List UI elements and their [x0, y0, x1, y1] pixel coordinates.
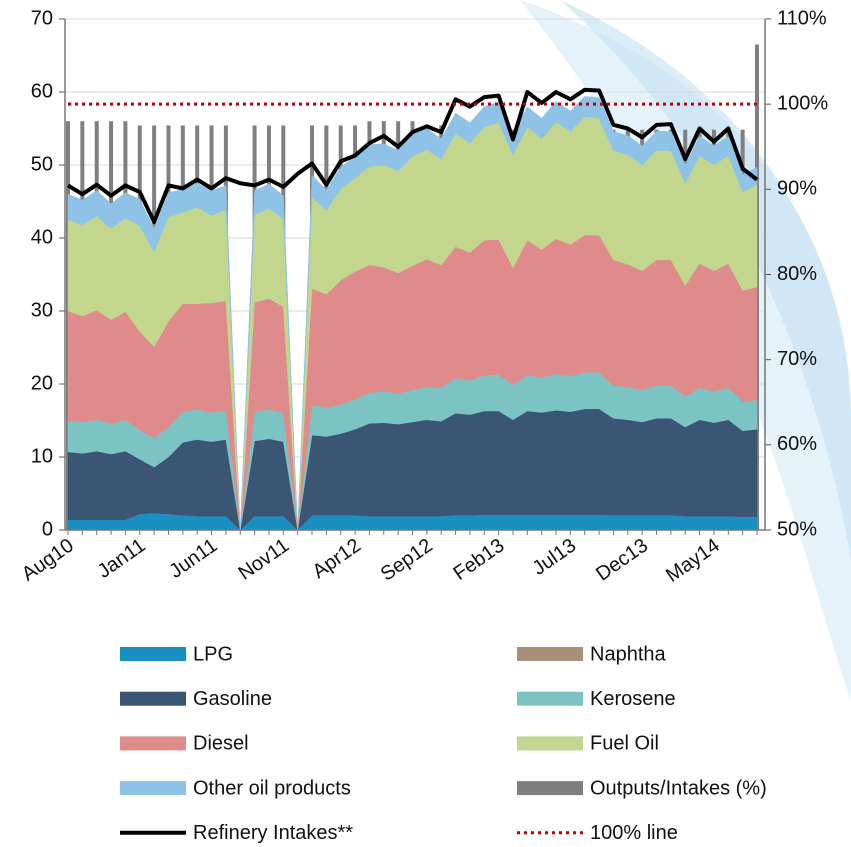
legend-label: Kerosene — [590, 688, 676, 710]
legend-swatch — [120, 692, 186, 706]
y2-tick-label: 50% — [777, 518, 817, 540]
y-tick-label: 10 — [31, 445, 53, 467]
y2-tick-label: 60% — [777, 433, 817, 455]
y-tick-label: 40 — [31, 226, 53, 248]
x-tick-label: Dec13 — [592, 534, 652, 585]
legend-swatch — [120, 647, 186, 661]
legend-swatch — [517, 692, 583, 706]
y2-tick-label: 80% — [777, 263, 817, 285]
plot-area: 0 10 20 30 40 50 60 70 50% 60% 70% 80% 90% 100% 110% Au… — [18, 7, 828, 587]
x-tick-label: Sep12 — [377, 534, 437, 585]
y-tick-label: 30 — [31, 299, 53, 321]
y2-tick-label: 70% — [777, 348, 817, 370]
legend-swatch — [120, 736, 186, 750]
legend-label: Fuel Oil — [590, 733, 659, 755]
x-tick-label: Apr12 — [309, 534, 365, 583]
x-tick-label: Aug10 — [18, 534, 78, 585]
legend-label: Refinery Intakes** — [193, 822, 353, 844]
legend-label: Diesel — [193, 733, 249, 755]
legend-swatch — [517, 781, 583, 795]
legend-label: Gasoline — [193, 688, 272, 710]
x-tick-label: Jun11 — [165, 534, 221, 582]
legend-label: Other oil products — [193, 777, 351, 799]
x-tick-label: Jan11 — [94, 534, 150, 582]
legend-swatch — [517, 736, 583, 750]
x-tick-label: May14 — [662, 534, 724, 586]
x-tick-label: Nov11 — [234, 534, 293, 584]
legend-label: LPG — [193, 643, 233, 665]
y-tick-label: 50 — [31, 153, 53, 175]
x-tick-label: Feb13 — [449, 534, 508, 585]
legend-label: Naphtha — [590, 643, 666, 665]
y-tick-label: 20 — [31, 372, 53, 394]
page: 0 10 20 30 40 50 60 70 50% 60% 70% 80% 90% 100% 110% Au… — [0, 0, 851, 847]
legend-swatch — [517, 647, 583, 661]
chart: 0 10 20 30 40 50 60 70 50% 60% 70% 80% 90% 100% 110% Au… — [0, 0, 851, 847]
y-tick-label: 70 — [31, 7, 53, 29]
legend-swatch — [120, 781, 186, 795]
legend-label: 100% line — [590, 822, 678, 844]
x-tick-label: Jul13 — [529, 534, 581, 579]
y2-tick-label: 100% — [777, 92, 828, 114]
y2-tick-label: 110% — [777, 7, 827, 29]
y2-tick-label: 90% — [777, 178, 817, 200]
y-tick-label: 60 — [31, 80, 53, 102]
legend: LPG Naphtha Gasoline Kerosene Diesel Fuel Oil… — [120, 643, 767, 844]
legend-label: Outputs/Intakes (%) — [590, 777, 767, 799]
y-tick-label: 0 — [42, 518, 53, 540]
